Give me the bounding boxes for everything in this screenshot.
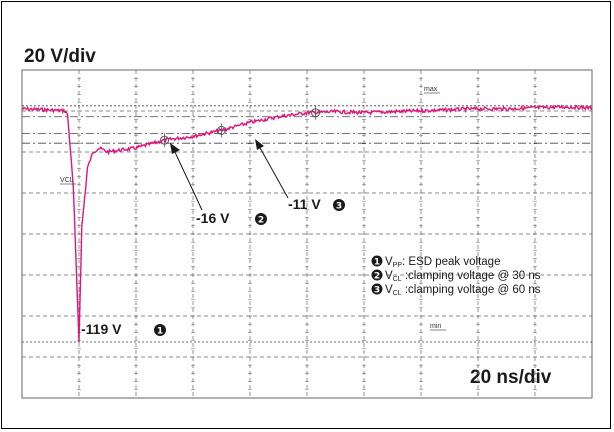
svg-text:1: 1 <box>374 258 380 268</box>
legend-symbol-2: V <box>385 270 393 282</box>
legend-item-3: 3 VCL :clamping voltage @ 60 ns <box>371 283 541 297</box>
legend-text-2: :clamping voltage @ 30 ns <box>402 270 541 282</box>
annotation-badge-1: 1 <box>154 324 166 337</box>
legend-subscript-1: PP <box>393 262 403 269</box>
svg-text:2: 2 <box>374 272 380 282</box>
horizontal-scale-label: 20 ns/div <box>470 367 552 388</box>
svg-text:VCL :clamping voltage @ 60 ns: VCL :clamping voltage @ 60 ns <box>385 284 541 297</box>
leader-arrow-2 <box>170 143 180 154</box>
leader-line-2 <box>173 149 203 211</box>
annotation-label-1: -119 V <box>81 321 122 337</box>
annotation-label-3: -11 V <box>288 196 321 212</box>
annotation-badge-2: 2 <box>255 213 267 226</box>
svg-text:2: 2 <box>258 216 264 226</box>
cursor-label-vcl: VCL <box>60 177 74 184</box>
svg-text:VCL :clamping voltage @ 30 ns: VCL :clamping voltage @ 30 ns <box>385 270 541 283</box>
legend-subscript-3: CL <box>393 290 402 297</box>
leader-arrow-3 <box>255 139 264 150</box>
legend-item-1: 1 VPP: ESD peak voltage <box>371 255 500 269</box>
annotation-badge-3: 3 <box>333 199 345 212</box>
cursor-label-min: min <box>430 323 441 330</box>
svg-text:1: 1 <box>157 327 163 337</box>
legend: 1 VPP: ESD peak voltage 2 VCL :clamping … <box>371 255 541 297</box>
svg-text:3: 3 <box>336 202 342 212</box>
cursor-label-max: max <box>424 86 438 93</box>
measurement-markers <box>160 105 321 148</box>
vertical-scale-label: 20 V/div <box>24 46 96 67</box>
svg-text:3: 3 <box>374 286 380 296</box>
annotation-label-2: -16 V <box>196 210 230 226</box>
svg-text:VPP: ESD peak voltage: VPP: ESD peak voltage <box>385 256 500 269</box>
cursor-lines <box>22 105 592 343</box>
grid <box>21 69 593 399</box>
voltage-trace <box>21 104 593 343</box>
legend-subscript-2: CL <box>393 276 402 283</box>
legend-text-1: : ESD peak voltage <box>402 256 500 268</box>
legend-symbol-3: V <box>385 284 393 296</box>
leader-line-3 <box>258 145 289 199</box>
legend-symbol-1: V <box>385 256 393 268</box>
legend-item-2: 2 VCL :clamping voltage @ 30 ns <box>371 269 541 283</box>
legend-text-3: :clamping voltage @ 60 ns <box>402 284 541 296</box>
